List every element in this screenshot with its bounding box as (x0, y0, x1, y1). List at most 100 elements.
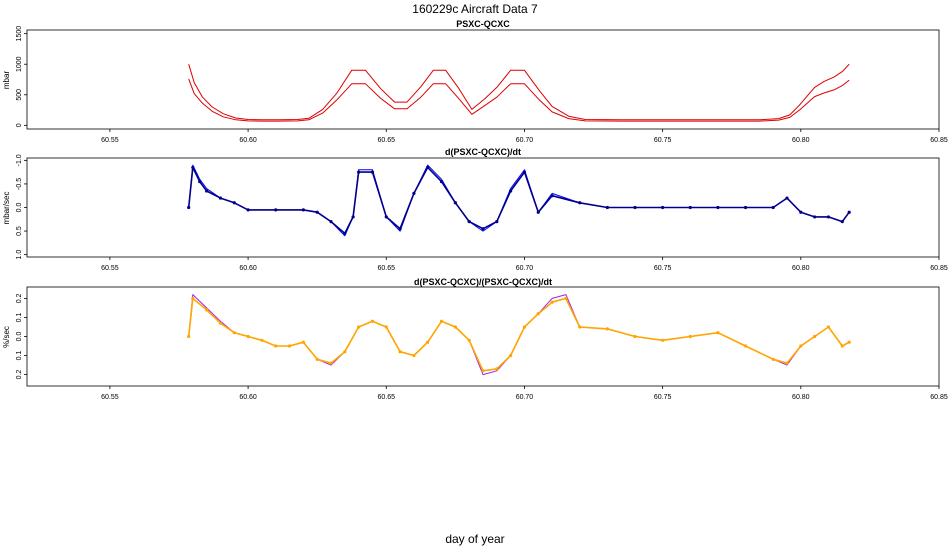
data-point (509, 189, 513, 193)
data-point (439, 179, 444, 184)
data-point (578, 325, 582, 329)
panel-2-series (187, 294, 851, 376)
series-line (187, 297, 850, 372)
data-point (785, 196, 789, 200)
data-point (315, 357, 319, 361)
data-point (605, 327, 609, 331)
series-line (188, 63, 850, 121)
x-tick-label: 60.65 (378, 137, 396, 144)
figure-title: 160229c Aircraft Data 7 (412, 2, 538, 16)
data-point (633, 334, 637, 339)
data-point (412, 191, 416, 195)
data-point (743, 205, 748, 210)
data-point (301, 340, 305, 344)
data-point (495, 367, 499, 371)
panel-pressure-difference: PSXC-QCXC mbar 60.55 60.60 60.65 60.70 60.75… (2, 19, 948, 144)
data-point (743, 344, 748, 348)
data-point (661, 205, 665, 210)
x-tick-label: 60.75 (654, 265, 672, 272)
data-point (771, 205, 775, 210)
panel-1-frame (26, 157, 940, 258)
y-tick-label: 0.5 (16, 226, 23, 236)
data-point (274, 208, 278, 212)
data-point (785, 361, 789, 365)
data-point (246, 208, 250, 212)
x-tick-label: 60.60 (239, 265, 257, 272)
data-point (232, 331, 236, 335)
data-point (232, 201, 236, 205)
data-point (453, 325, 457, 329)
series-line (188, 164, 850, 237)
x-tick-label: 60.60 (239, 137, 257, 144)
data-point (357, 170, 361, 174)
data-point (688, 334, 692, 339)
data-point (661, 338, 665, 342)
panel-0-frame (26, 29, 940, 130)
data-point (412, 353, 416, 358)
data-point (246, 334, 250, 339)
panel-0-title: PSXC-QCXC (456, 19, 510, 29)
panel-2-title: d(PSXC-QCXC)/(PSXC-QCXC)/dt (414, 277, 552, 287)
data-point (301, 208, 305, 212)
x-tick-label: 60.55 (101, 265, 119, 272)
data-point (716, 205, 720, 210)
x-tick-label: 60.55 (101, 137, 119, 144)
panel-derivative: d(PSXC-QCXC)/dt mbar/sec 60.55 60.60 60.65… (2, 147, 948, 272)
series-line (188, 294, 850, 376)
y-tick-label: 1500 (16, 26, 23, 42)
x-tick-label: 60.80 (792, 394, 810, 401)
data-point (187, 334, 191, 339)
data-point (550, 194, 554, 198)
y-tick-label: 0.0 (16, 332, 23, 342)
data-point (287, 344, 292, 348)
data-point (191, 296, 195, 301)
data-point (633, 205, 637, 210)
data-point (536, 210, 540, 214)
data-point (564, 296, 568, 301)
data-point (771, 357, 775, 361)
data-point (716, 331, 720, 335)
panel-2-ticks: 60.55 60.60 60.65 60.70 60.75 60.80 60.85 0.2 0.… (16, 293, 948, 401)
data-point (205, 189, 209, 193)
data-point (260, 338, 264, 342)
data-point (274, 344, 278, 348)
data-point (813, 215, 817, 219)
panel-1-ticks: 60.55 60.60 60.65 60.70 60.75 60.80 60.85 -1.0 -… (16, 154, 948, 272)
data-point (840, 344, 844, 348)
data-point (426, 340, 430, 344)
y-tick-label: 500 (16, 89, 23, 101)
data-point (357, 325, 361, 329)
data-point (578, 201, 582, 205)
x-tick-label: 60.70 (516, 265, 534, 272)
data-point (384, 215, 388, 219)
y-tick-label: 0.1 (16, 351, 23, 361)
y-tick-label: -0.5 (16, 178, 23, 190)
x-tick-label: 60.55 (101, 394, 119, 401)
data-point (847, 210, 851, 214)
data-point (688, 205, 692, 210)
data-point (813, 334, 817, 339)
panel-2-ylabel: %/sec (2, 326, 11, 348)
panel-0-ylabel: mbar (2, 71, 11, 90)
figure-xlabel: day of year (445, 532, 504, 546)
x-tick-label: 60.65 (378, 394, 396, 401)
data-point (398, 227, 402, 231)
data-point (847, 340, 851, 344)
y-tick-label: 0.2 (16, 293, 23, 303)
x-tick-label: 60.75 (654, 394, 672, 401)
panel-1-title: d(PSXC-QCXC)/dt (445, 147, 521, 157)
series-line (188, 78, 850, 122)
data-point (398, 350, 402, 354)
panel-relative-derivative: d(PSXC-QCXC)/(PSXC-QCXC)/dt %/sec 60.55 6… (2, 277, 948, 401)
data-point (351, 215, 355, 219)
data-point (799, 344, 803, 348)
data-point (191, 165, 195, 170)
panel-1-series (187, 164, 851, 237)
data-point (343, 231, 347, 236)
x-tick-label: 60.70 (516, 137, 534, 144)
data-point (826, 325, 831, 329)
x-tick-label: 60.85 (930, 265, 948, 272)
data-point (467, 338, 471, 342)
data-point (187, 205, 191, 210)
data-point (370, 319, 375, 323)
